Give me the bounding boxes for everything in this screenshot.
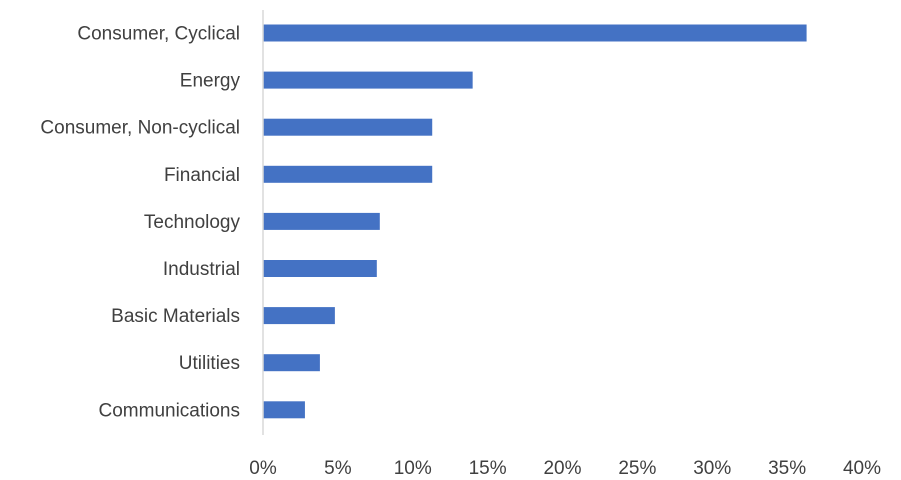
x-tick-label: 30% bbox=[693, 458, 731, 479]
category-label: Basic Materials bbox=[111, 306, 240, 327]
x-tick-labels: 0% 5% 10% 15% 20% 25% 30% 35% 40% bbox=[249, 458, 881, 479]
x-tick-label: 35% bbox=[768, 458, 806, 479]
category-label: Technology bbox=[144, 212, 241, 233]
x-tick-label: 15% bbox=[469, 458, 507, 479]
x-tick-label: 10% bbox=[394, 458, 432, 479]
x-tick-label: 5% bbox=[324, 458, 352, 479]
bar bbox=[263, 24, 807, 42]
category-label: Consumer, Cyclical bbox=[77, 24, 240, 45]
category-label: Industrial bbox=[163, 259, 240, 280]
bar bbox=[263, 165, 433, 183]
bar bbox=[263, 118, 433, 136]
category-label: Energy bbox=[180, 71, 241, 92]
bar bbox=[263, 71, 473, 89]
bar bbox=[263, 260, 377, 277]
bars-group bbox=[263, 24, 807, 419]
bar bbox=[263, 354, 320, 372]
bar bbox=[263, 307, 335, 325]
x-tick-label: 0% bbox=[249, 458, 277, 479]
category-label: Financial bbox=[164, 165, 240, 186]
x-tick-label: 20% bbox=[543, 458, 581, 479]
bar bbox=[263, 212, 380, 230]
x-tick-label: 40% bbox=[843, 458, 881, 479]
category-label: Utilities bbox=[179, 353, 240, 374]
category-label: Communications bbox=[99, 400, 241, 421]
category-label: Consumer, Non-cyclical bbox=[40, 118, 240, 139]
bar bbox=[263, 401, 305, 419]
category-labels: Consumer, Cyclical Energy Consumer, Non-cy… bbox=[40, 24, 240, 422]
x-tick-label: 25% bbox=[618, 458, 656, 479]
